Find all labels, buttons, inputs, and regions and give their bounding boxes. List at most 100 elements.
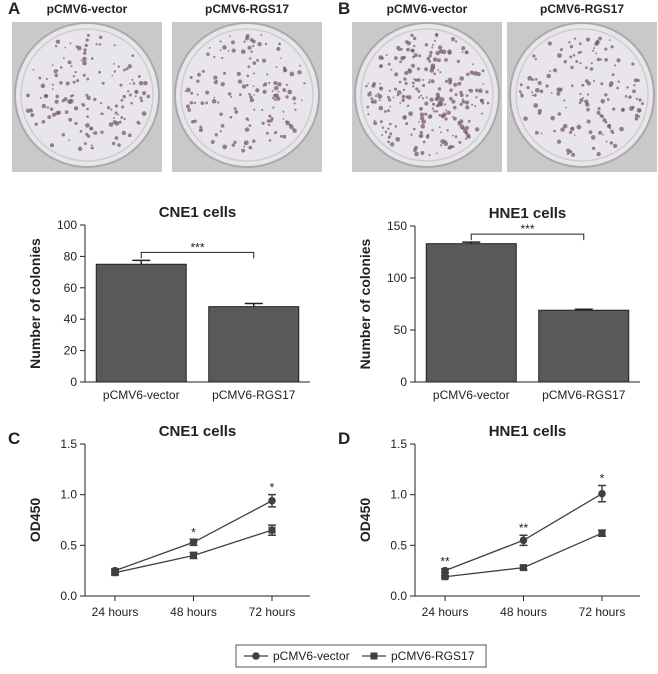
colony	[638, 98, 642, 102]
colony	[387, 95, 390, 99]
significance-label: **	[519, 521, 529, 535]
colony	[520, 94, 524, 98]
colony	[246, 74, 250, 78]
colony	[572, 53, 576, 57]
colony	[600, 99, 606, 104]
colony	[429, 68, 435, 73]
y-tick-label: 40	[64, 312, 78, 326]
colony	[373, 119, 376, 122]
colony	[465, 105, 470, 110]
y-axis-label: OD450	[27, 498, 43, 543]
colony	[273, 98, 277, 101]
y-tick-label: 1.0	[60, 488, 77, 502]
colony	[579, 92, 582, 95]
colony	[268, 81, 271, 84]
colony	[635, 97, 639, 101]
colony	[61, 99, 65, 103]
colony	[438, 113, 442, 117]
colony	[586, 107, 590, 112]
panel-label: C	[8, 429, 20, 448]
bar	[208, 306, 300, 383]
colony	[598, 130, 603, 135]
colony	[241, 84, 247, 89]
y-tick-label: 150	[387, 219, 407, 233]
colony	[280, 57, 282, 59]
colony	[418, 54, 422, 58]
colony	[201, 69, 205, 73]
colony	[631, 62, 635, 66]
colony	[444, 79, 448, 83]
colony	[122, 68, 126, 72]
colony	[413, 148, 417, 153]
colony	[400, 56, 405, 61]
colony	[379, 120, 383, 124]
x-tick-label: 24 hours	[422, 605, 469, 619]
colony	[127, 90, 130, 93]
colony	[389, 105, 392, 108]
colony	[82, 56, 87, 62]
colony	[67, 60, 72, 65]
colony	[55, 39, 61, 44]
colony	[469, 70, 474, 75]
colony	[61, 133, 66, 137]
colony	[121, 130, 127, 136]
colony	[265, 131, 269, 135]
colony	[421, 83, 426, 88]
colony	[277, 90, 280, 93]
colony	[294, 108, 297, 111]
colony	[421, 97, 425, 100]
colony	[367, 82, 369, 85]
colony	[599, 58, 602, 61]
colony	[560, 127, 565, 132]
colony	[407, 68, 411, 72]
colony	[119, 83, 123, 87]
colony	[557, 53, 562, 58]
colony	[227, 92, 232, 96]
chart-title: HNE1 cells	[489, 423, 567, 440]
colony	[68, 117, 73, 122]
colony	[605, 140, 608, 143]
colony	[122, 94, 126, 99]
colony	[570, 65, 574, 70]
colony	[640, 102, 644, 106]
colony	[588, 130, 593, 135]
colony	[241, 148, 246, 153]
colony	[252, 98, 255, 101]
colony	[86, 95, 91, 101]
significance-label: *	[191, 525, 196, 539]
colony	[231, 48, 236, 53]
colony	[389, 132, 393, 136]
colony	[570, 127, 574, 131]
y-axis-label: Number of colonies	[357, 238, 373, 369]
colony	[262, 89, 267, 95]
colony	[100, 130, 104, 134]
colony	[566, 148, 571, 153]
colony	[550, 115, 555, 121]
colony	[285, 83, 289, 86]
colony	[537, 112, 540, 115]
x-tick-label: pCMV6-vector	[103, 388, 180, 402]
colony	[420, 151, 425, 155]
colony	[614, 64, 617, 67]
colony	[425, 96, 428, 99]
colony	[90, 127, 93, 131]
colony	[454, 40, 458, 43]
colony	[303, 82, 306, 85]
colony	[461, 98, 464, 101]
legend: pCMV6-vector pCMV6-RGS17	[235, 644, 487, 668]
colony	[130, 101, 133, 105]
colony	[596, 110, 601, 115]
colony	[439, 131, 442, 134]
marker	[190, 551, 197, 559]
colony	[392, 96, 395, 99]
colony	[621, 108, 625, 112]
colony	[378, 82, 381, 85]
colony	[448, 81, 452, 85]
colony	[90, 144, 93, 147]
colony	[387, 127, 390, 130]
colony	[439, 71, 442, 74]
colony	[65, 81, 70, 86]
legend-box	[235, 644, 487, 668]
colony	[419, 112, 425, 117]
colony	[474, 127, 480, 132]
